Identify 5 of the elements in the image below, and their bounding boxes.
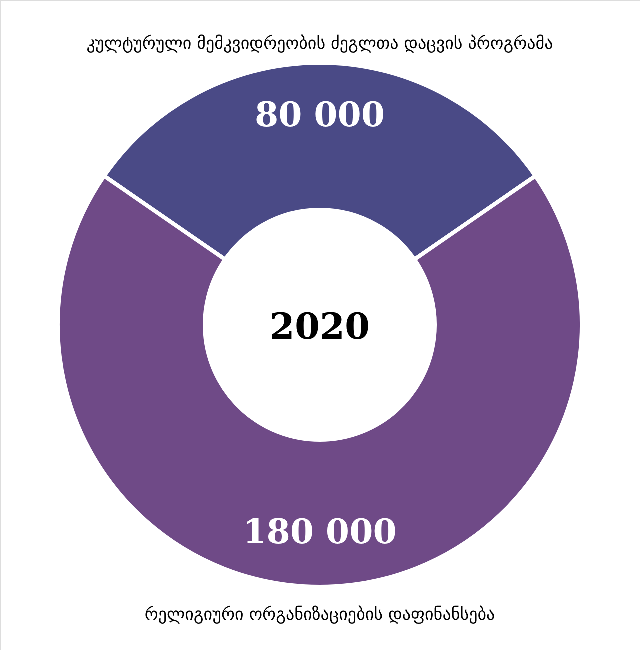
slice-label: კულტურული მემკვიდრეობის ძეგლთა დაცვის პროგრამა bbox=[86, 34, 554, 54]
text: 2020 bbox=[270, 306, 370, 348]
data-label: 80 000 bbox=[254, 96, 386, 136]
slice-label: რელიგიური ორგანიზაციების დაფინანსება bbox=[144, 605, 496, 625]
data-label: 180 000 bbox=[243, 512, 397, 552]
